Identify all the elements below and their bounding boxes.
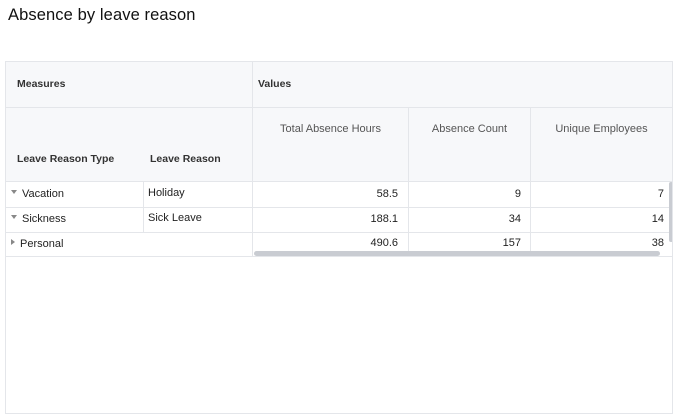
pivot-table: Measures Values Leave Reason Type Leave …	[5, 61, 673, 414]
measures-header: Measures	[17, 78, 66, 90]
table-row[interactable]: Sickness	[11, 213, 66, 225]
row-divider	[6, 207, 672, 208]
absence-count-cell: 9	[514, 188, 521, 200]
total-hours-cell: 58.5	[376, 188, 398, 200]
page-title: Absence by leave reason	[8, 6, 196, 24]
leave-reason-cell: Sick Leave	[148, 212, 202, 224]
leave-reason-header[interactable]: Leave Reason	[150, 153, 221, 165]
values-header: Values	[258, 78, 292, 90]
expand-caret-icon[interactable]	[11, 239, 15, 246]
leave-type-cell: Vacation	[22, 188, 64, 200]
column-divider	[143, 181, 144, 232]
leave-type-cell: Personal	[20, 238, 64, 250]
column-divider	[252, 62, 253, 257]
collapse-caret-icon[interactable]	[11, 215, 17, 220]
table-row[interactable]: Personal	[11, 238, 63, 250]
header-bottom-border	[6, 181, 672, 182]
unique-employees-cell: 38	[651, 237, 664, 249]
leave-type-cell: Sickness	[22, 213, 67, 225]
row-divider	[6, 256, 672, 257]
column-divider	[408, 107, 409, 257]
unique-employees-cell: 14	[651, 213, 664, 225]
horizontal-scrollbar[interactable]	[254, 251, 660, 256]
unique-employees-cell: 7	[657, 188, 664, 200]
leave-reason-type-header[interactable]: Leave Reason Type	[17, 153, 115, 165]
absence-count-cell: 34	[508, 213, 521, 225]
total-absence-hours-header[interactable]: Total Absence Hours	[280, 123, 381, 135]
table-row[interactable]: Vacation	[11, 188, 64, 200]
absence-count-header[interactable]: Absence Count	[431, 123, 508, 135]
total-hours-cell: 188.1	[370, 213, 398, 225]
column-divider	[530, 107, 531, 257]
leave-reason-cell: Holiday	[148, 187, 185, 199]
collapse-caret-icon[interactable]	[11, 190, 17, 195]
vertical-scrollbar[interactable]	[669, 182, 672, 242]
unique-employees-header[interactable]: Unique Employees	[555, 123, 648, 135]
header-divider	[6, 107, 672, 108]
absence-count-cell: 157	[502, 237, 521, 249]
table-header-area	[6, 62, 672, 181]
total-hours-cell: 490.6	[370, 237, 398, 249]
row-divider	[6, 232, 672, 233]
